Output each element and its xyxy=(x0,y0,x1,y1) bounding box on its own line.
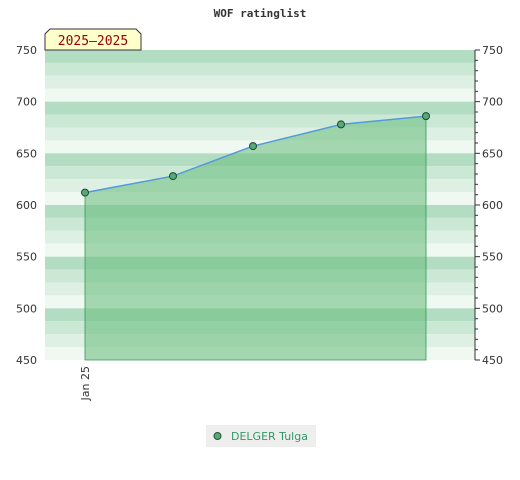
grid-band xyxy=(45,75,475,89)
x-tick-label: Jan 25 xyxy=(79,366,92,401)
period-label: 2025—2025 xyxy=(58,34,128,49)
y-tick-label-left: 600 xyxy=(16,199,37,212)
legend[interactable]: DELGER Tulga xyxy=(206,425,316,447)
grid-band xyxy=(45,101,475,115)
period-badge: 2025—2025 xyxy=(44,28,142,51)
y-tick-label-right: 700 xyxy=(482,96,503,109)
data-point[interactable] xyxy=(422,112,430,121)
y-tick-label-left: 450 xyxy=(16,354,37,367)
y-tick-label-left: 500 xyxy=(16,302,37,315)
y-tick-label-right: 750 xyxy=(482,44,503,57)
y-tick-label-right: 550 xyxy=(482,251,503,264)
y-tick-label-right: 600 xyxy=(482,199,503,212)
data-point[interactable] xyxy=(249,142,257,151)
period-badge-box xyxy=(44,28,142,51)
legend-box xyxy=(206,425,316,447)
y-tick-label-left: 550 xyxy=(16,251,37,264)
x-axis: Jan 25 xyxy=(79,366,92,401)
y-tick-label-left: 700 xyxy=(16,96,37,109)
y-tick-label-right: 500 xyxy=(482,302,503,315)
chart-title: WOF ratinglist xyxy=(214,7,307,20)
y-tick-label-left: 750 xyxy=(16,44,37,57)
y-tick-label-left: 650 xyxy=(16,147,37,160)
y-tick-label-right: 450 xyxy=(482,354,503,367)
data-point[interactable] xyxy=(337,120,345,129)
y-axis-left: 450 500 550 600 650 700 750 xyxy=(16,44,37,367)
data-point[interactable] xyxy=(169,172,177,181)
grid-band xyxy=(45,50,475,63)
grid-band xyxy=(45,88,475,102)
data-markers xyxy=(81,112,430,197)
grid-band xyxy=(45,62,475,76)
y-tick-label-right: 650 xyxy=(482,147,503,160)
legend-series-label[interactable]: DELGER Tulga xyxy=(231,430,308,443)
data-point[interactable] xyxy=(81,188,89,197)
y-axis-right: 450 500 550 600 650 700 750 xyxy=(474,44,503,367)
legend-marker-icon xyxy=(213,432,222,440)
